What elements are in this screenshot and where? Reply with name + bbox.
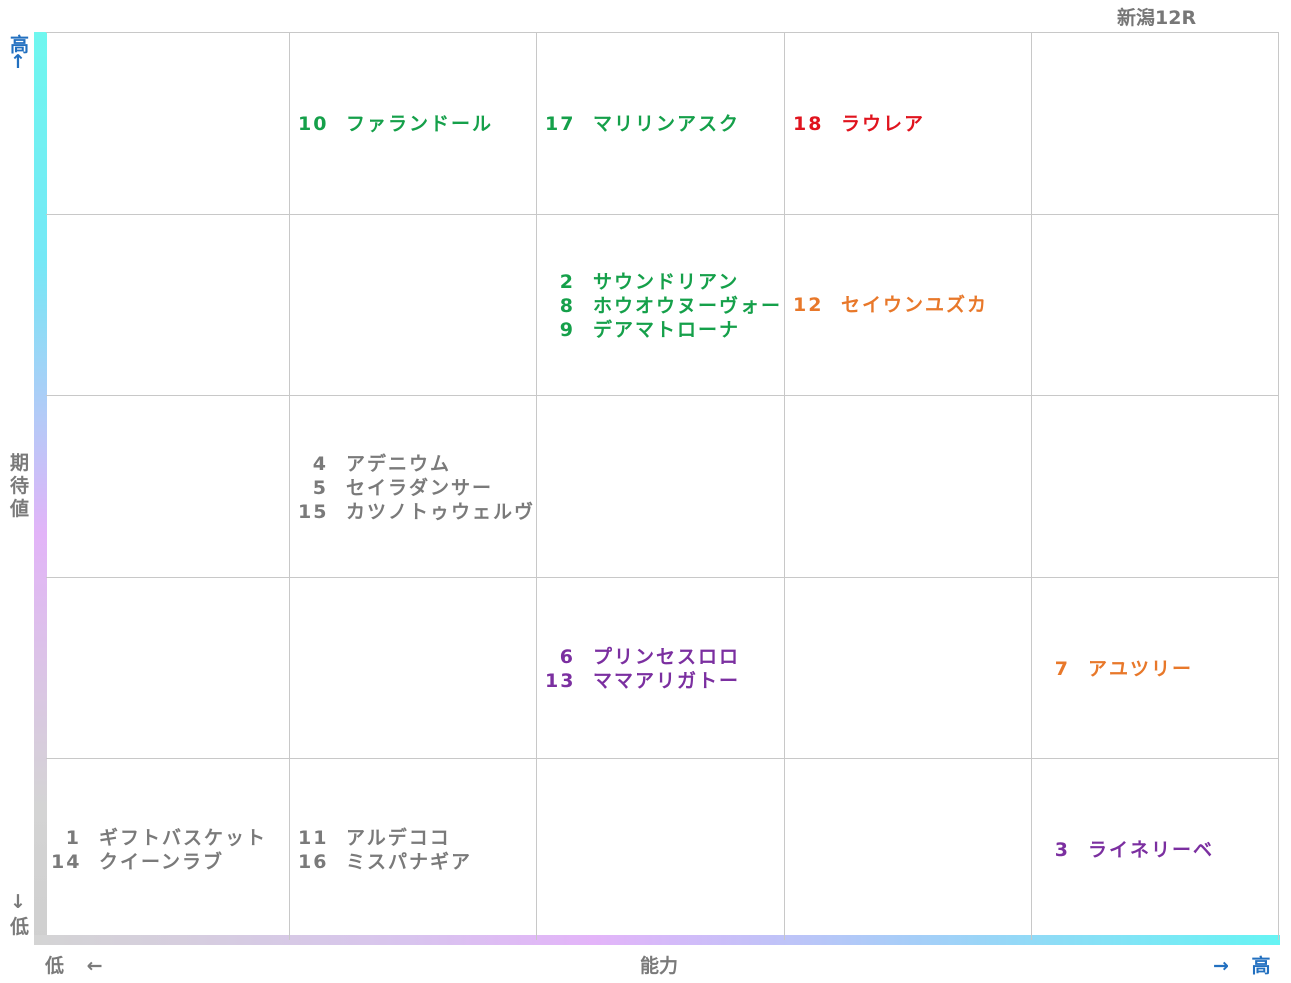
horse-entry: 16 ミスパナギア	[298, 851, 472, 874]
horse-number: 18	[793, 113, 824, 135]
horse-name: ライネリーベ	[1088, 839, 1215, 861]
horse-entry: 7 アユツリー	[1040, 658, 1193, 681]
horse-list: 6 プリンセスロロ 13 ママアリガトー	[545, 646, 740, 693]
y-axis-low: ↓ 低	[10, 891, 29, 939]
y-axis-label: 期 待 値	[10, 452, 29, 521]
grid-line	[536, 32, 537, 940]
y-axis-high: 高 ↑	[10, 34, 29, 74]
horse-name: デアマトローナ	[593, 319, 741, 341]
left-arrow-icon: ←	[86, 955, 103, 977]
horse-entry: 18 ラウレア	[793, 113, 925, 136]
horse-list: 18 ラウレア	[793, 113, 925, 136]
y-label-char-1: 期	[10, 452, 30, 474]
horse-number: 10	[298, 113, 329, 135]
horse-entry: 8 ホウオウヌーヴォー	[545, 295, 782, 318]
horse-number: 11	[298, 827, 329, 849]
horse-number: 7	[1054, 658, 1070, 680]
horse-name: ママアリガトー	[593, 670, 741, 692]
y-axis-bar	[34, 32, 47, 944]
grid-line	[1278, 32, 1279, 940]
horse-name: ホウオウヌーヴォー	[593, 295, 783, 317]
horse-entry: 6 プリンセスロロ	[545, 646, 740, 669]
race-title: 新潟12R	[1117, 7, 1197, 29]
horse-entry: 3 ライネリーベ	[1040, 839, 1214, 862]
grid-line	[46, 395, 1279, 396]
y-label-char-3: 値	[10, 498, 30, 520]
horse-name: カツノトゥウェルヴ	[346, 501, 536, 523]
horse-number: 12	[793, 294, 824, 316]
horse-entry: 2 サウンドリアン	[545, 271, 782, 294]
horse-list: 7 アユツリー	[1040, 658, 1193, 681]
horse-number: 17	[545, 113, 576, 135]
horse-name: アルデココ	[346, 827, 451, 849]
y-label-char-2: 待	[10, 475, 30, 497]
up-arrow-icon: ↑	[10, 51, 26, 73]
horse-number: 4	[312, 453, 328, 475]
horse-entry: 13 ママアリガトー	[545, 670, 740, 693]
horse-entry: 10 ファランドール	[298, 113, 493, 136]
horse-entry: 4 アデニウム	[298, 453, 535, 476]
x-axis-bar	[34, 935, 1280, 945]
horse-list: 10 ファランドール	[298, 113, 493, 136]
horse-list: 11 アルデココ 16 ミスパナギア	[298, 827, 472, 874]
horse-list: 1 ギフトバスケット 14 クイーンラブ	[51, 827, 267, 874]
horse-name: プリンセスロロ	[593, 646, 741, 668]
horse-number: 8	[559, 295, 575, 317]
horse-number: 15	[298, 501, 329, 523]
horse-number: 5	[312, 477, 328, 499]
horse-number: 1	[65, 827, 81, 849]
horse-number: 3	[1054, 839, 1070, 861]
horse-name: サウンドリアン	[593, 271, 740, 293]
grid-line	[1031, 32, 1032, 940]
horse-number: 13	[545, 670, 576, 692]
grid-line	[46, 214, 1279, 215]
horse-name: アユツリー	[1088, 658, 1194, 680]
horse-entry: 14 クイーンラブ	[51, 851, 267, 874]
horse-number: 16	[298, 851, 329, 873]
horse-number: 14	[51, 851, 82, 873]
horse-number: 2	[559, 271, 575, 293]
horse-entry: 11 アルデココ	[298, 827, 472, 850]
right-arrow-icon: →	[1213, 955, 1229, 977]
horse-entry: 9 デアマトローナ	[545, 319, 782, 342]
horse-number: 9	[559, 319, 575, 341]
down-arrow-icon: ↓	[10, 891, 26, 913]
horse-name: ギフトバスケット	[99, 827, 268, 849]
horse-entry: 17 マリリンアスク	[545, 113, 740, 136]
horse-name: マリリンアスク	[593, 113, 741, 135]
horse-name: アデニウム	[346, 453, 452, 475]
x-axis-label: 能力	[640, 955, 679, 977]
x-axis-high: → 高	[1213, 951, 1271, 978]
y-low-text: 低	[10, 916, 30, 938]
horse-name: ミスパナギア	[346, 851, 473, 873]
horse-name: セイウンユズカ	[841, 294, 989, 316]
horse-name: クイーンラブ	[99, 851, 225, 873]
horse-list: 3 ライネリーベ	[1040, 839, 1214, 862]
grid-line	[289, 32, 290, 940]
grid-line	[46, 758, 1279, 759]
x-axis-low: 低 ←	[45, 951, 103, 978]
x-high-text: 高	[1251, 955, 1271, 977]
grid-line	[46, 577, 1279, 578]
horse-list: 17 マリリンアスク	[545, 113, 740, 136]
horse-entry: 1 ギフトバスケット	[51, 827, 267, 850]
horse-number: 6	[559, 646, 575, 668]
x-low-text: 低	[45, 955, 65, 977]
grid-line	[784, 32, 785, 940]
horse-list: 4 アデニウム 5 セイラダンサー 15 カツノトゥウェルヴ	[298, 453, 535, 524]
y-high-text: 高	[10, 34, 30, 56]
horse-name: ファランドール	[346, 113, 494, 135]
horse-entry: 12 セイウンユズカ	[793, 294, 988, 317]
matrix-grid: 10 ファランドール 17 マリリンアスク 18 ラウレア 2 サウンドリアン 8 ホウオウ…	[46, 32, 1279, 940]
horse-entry: 5 セイラダンサー	[298, 477, 535, 500]
horse-name: ラウレア	[841, 113, 926, 135]
horse-entry: 15 カツノトゥウェルヴ	[298, 501, 535, 524]
grid-line	[46, 32, 1279, 33]
horse-list: 12 セイウンユズカ	[793, 294, 988, 317]
horse-name: セイラダンサー	[346, 477, 494, 499]
horse-list: 2 サウンドリアン 8 ホウオウヌーヴォー 9 デアマトローナ	[545, 271, 782, 342]
